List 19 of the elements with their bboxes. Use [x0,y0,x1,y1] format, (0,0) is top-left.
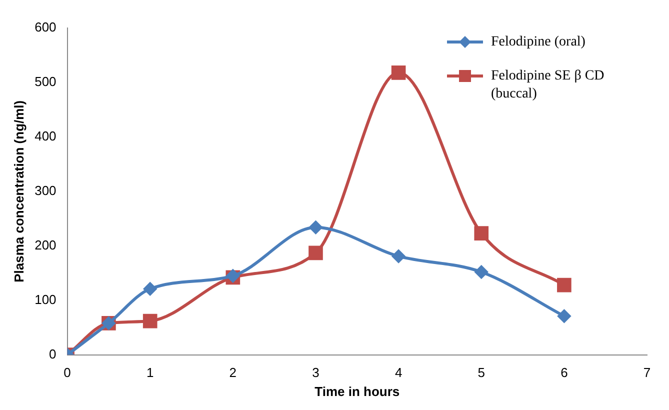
x-axis-title: Time in hours [314,384,400,399]
x-tick-label: 4 [394,365,402,380]
y-tick-label: 200 [34,237,56,252]
y-tick-label: 600 [34,20,56,35]
y-tick-label: 100 [34,292,56,307]
y-tick-label: 300 [34,182,56,198]
x-tick-label: 7 [643,365,651,380]
y-axis-title: Plasma concentration (ng/ml) [11,100,26,282]
y-tick-label: 500 [34,74,56,90]
x-tick-label: 0 [64,365,71,380]
x-tick-label: 2 [229,365,237,380]
y-tick-label: 0 [49,346,56,362]
x-tick-label: 6 [560,365,568,380]
y-tick-label: 400 [34,128,56,144]
legend-label: Felodipine SE β CD (buccal) [491,68,604,102]
x-tick-label: 3 [312,365,320,380]
legend-label: Felodipine (oral) [491,34,586,50]
x-tick-label: 5 [478,365,485,380]
x-tick-label: 1 [146,365,154,380]
